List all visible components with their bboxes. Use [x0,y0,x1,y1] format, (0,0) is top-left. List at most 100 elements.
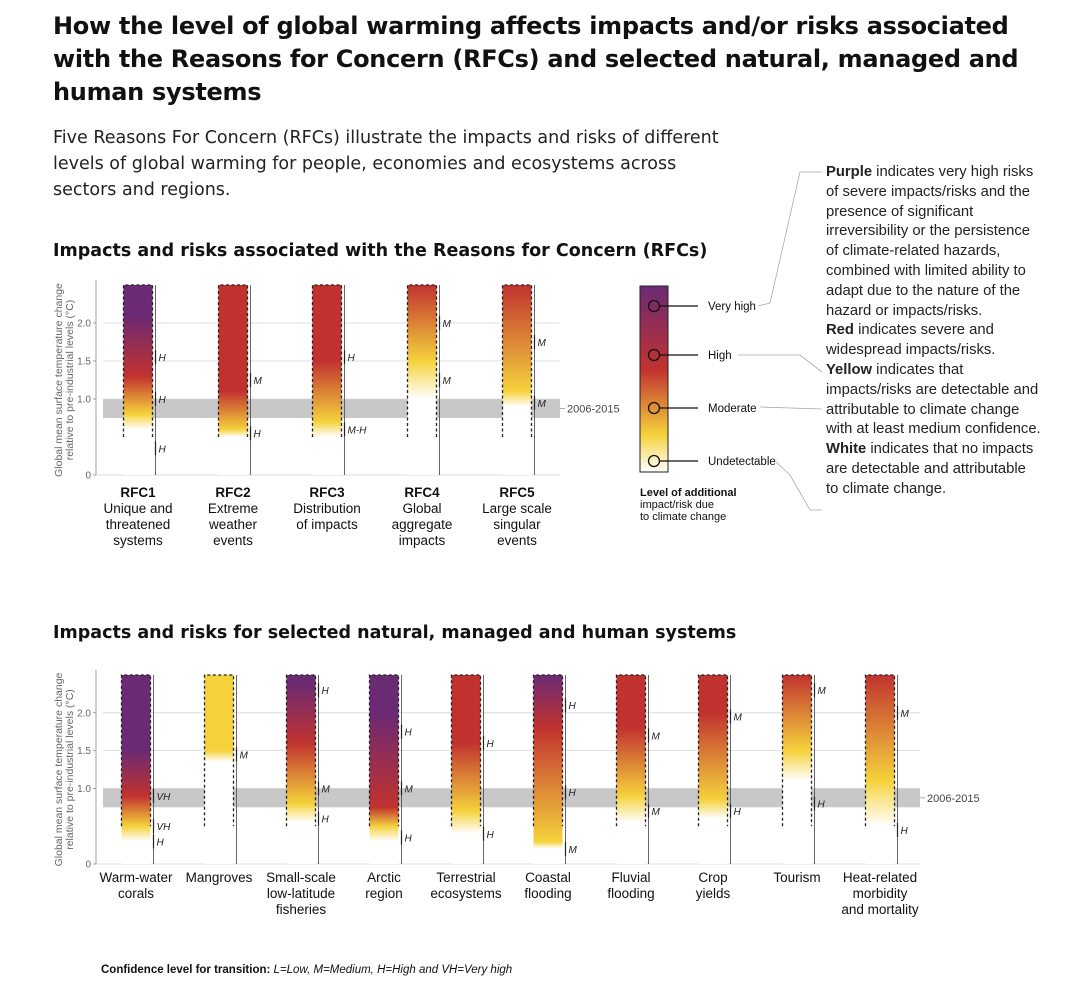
category-label: Heat-related morbidity and mortality [841,870,919,917]
risk-bar [451,675,481,864]
category-label: Arctic region [365,870,403,901]
bar-outline [217,284,249,437]
bar-outline [450,674,482,827]
confidence-label: H [322,686,330,697]
category-label: RFC3 Distribution of impacts [293,485,361,532]
bar-outline [501,284,533,437]
risk-bar [782,675,812,864]
legend-title: Level of additional impact/risk due to cli… [640,487,737,523]
confidence-label: M [569,845,578,856]
confidence-label: H [487,830,495,841]
confidence-label: M [322,784,331,795]
confidence-label: H [569,701,577,712]
color-explanation: Purple indicates very high risks of seve… [826,163,1041,500]
confidence-label: H [322,815,330,826]
risk-bar [407,285,437,475]
reference-period-label: 2006-2015 [927,793,980,805]
confidence-label: H [254,429,262,440]
confidence-label: H [157,837,165,848]
confidence-label: H [159,353,167,364]
category-label: Warm-water corals [100,870,174,901]
confidence-label: M [652,731,661,742]
risk-bar [698,675,728,864]
risk-level-legend: Very high High Moderate Undetectable Level o… [639,285,776,523]
bar-outline [203,674,235,827]
category-label: Tourism [773,870,820,885]
legend-level-label: Very high [708,301,756,313]
risk-bar [533,675,563,864]
rfc-chart-title: Impacts and risks associated with the Re… [53,241,708,261]
bar-outline [311,284,343,437]
bar-outline [122,284,154,437]
confidence-label: H [348,353,356,364]
bar-outline [615,674,647,827]
confidence-label: H [818,800,826,811]
bar-outline [532,674,564,827]
intro-text: Five Reasons For Concern (RFCs) illustra… [53,128,719,200]
legend-level-label: Undetectable [708,456,776,468]
confidence-label: M [443,376,452,387]
systems-chart: Global mean surface temperature changere… [53,670,980,917]
risk-bar [204,675,234,864]
category-label: RFC5 Large scale singular events [482,485,552,548]
y-tick-label: 2.0 [77,708,91,719]
risk-bar [218,285,248,475]
confidence-label: M [901,709,910,720]
bar-outline [781,674,813,827]
confidence-label: H [734,807,742,818]
y-axis-label: Global mean surface temperature changere… [53,672,76,866]
confidence-label: H [159,395,167,406]
confidence-label: M [818,686,827,697]
confidence-label: M [652,807,661,818]
category-label: Mangroves [186,870,253,885]
systems-chart-title: Impacts and risks for selected natural, … [53,623,737,643]
y-tick-label: 1.0 [77,784,91,795]
confidence-label: M [443,319,452,330]
confidence-label: M-H [348,425,368,436]
y-tick-label: 1.5 [77,357,91,368]
category-label: Fluvial flooding [607,870,654,901]
confidence-label: M [734,713,743,724]
y-tick-label: 1.0 [77,395,91,406]
risk-bar [123,285,153,475]
y-tick-label: 2.0 [77,319,91,330]
confidence-label: M [405,784,414,795]
category-label: RFC2 Extreme weather events [208,485,258,548]
risk-bar [121,675,151,864]
rfc-chart: Global mean surface temperature changere… [53,280,620,548]
main-title: How the level of global warming affects … [53,12,1019,106]
bar-outline [120,674,152,827]
confidence-label: M [538,338,547,349]
category-label: Coastal flooding [524,870,571,901]
risk-bar [616,675,646,864]
confidence-label: H [159,444,167,455]
bar-outline [697,674,729,827]
note-white: White indicates that no impacts are dete… [826,441,1034,497]
category-label: RFC4 Global aggregate impacts [392,485,453,548]
legend-color-bar [639,285,669,473]
category-label: RFC1 Unique and threatened systems [103,485,172,548]
y-axis-label: Global mean surface temperature changere… [53,283,76,477]
confidence-label: M [538,399,547,410]
risk-bar [312,285,342,475]
bar-outline [285,674,317,827]
confidence-label: H [901,826,909,837]
confidence-label: H [487,739,495,750]
note-yellow: Yellow indicates that impacts/risks are … [826,361,1041,438]
category-label: Crop yields [696,870,731,901]
bar-outline [368,674,400,827]
confidence-label: M [240,750,249,761]
category-label: Small-scale low-latitude fisheries [266,870,336,917]
confidence-label: M [254,376,263,387]
confidence-label: H [569,788,577,799]
confidence-label: VH [157,792,172,803]
y-tick-label: 1.5 [77,746,91,757]
confidence-footnote: Confidence level for transition: L=Low, … [101,964,513,976]
confidence-label: H [405,728,413,739]
bar-outline [864,674,896,827]
category-label: Terrestrial ecosystems [430,870,502,901]
reference-period-label: 2006-2015 [567,404,620,416]
bar-outline [406,284,438,437]
note-purple: Purple indicates very high risks of seve… [826,164,1034,319]
legend-level-label: Moderate [708,403,757,415]
